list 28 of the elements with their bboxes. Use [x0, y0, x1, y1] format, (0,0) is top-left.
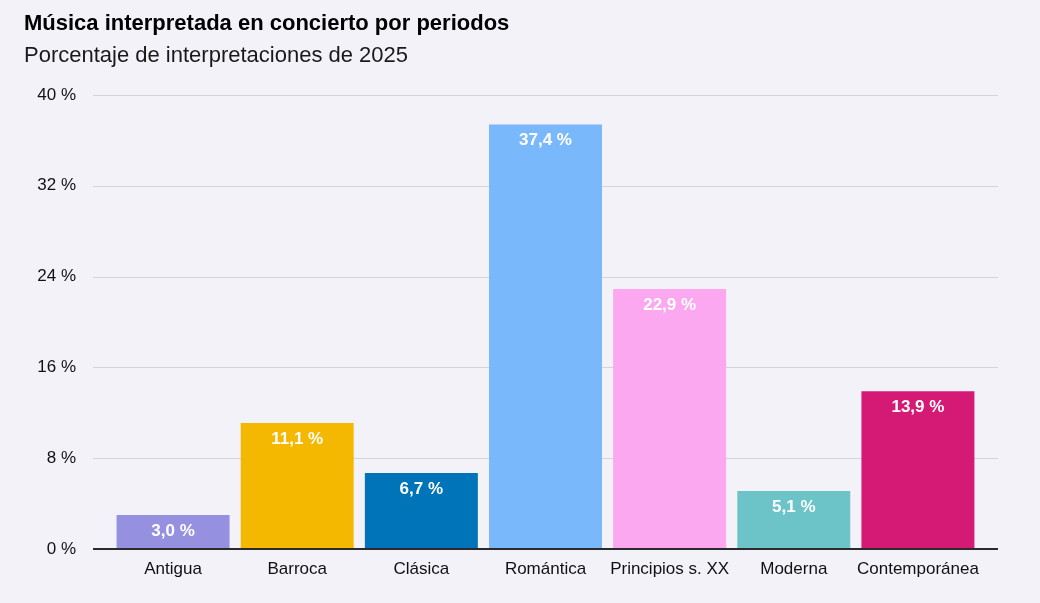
data-label: 11,1 %: [271, 428, 324, 448]
bar: [240, 423, 354, 549]
x-tick-label: Contemporánea: [856, 558, 980, 578]
y-tick-label: 8 %: [46, 447, 76, 467]
data-label: 6,7 %: [399, 478, 444, 498]
bar: [737, 491, 851, 549]
x-tick-label: Principios s. XX: [610, 558, 730, 578]
data-label: 3,0 %: [151, 520, 195, 540]
data-label: 5,1 %: [772, 496, 816, 516]
data-label: 37,4 %: [519, 130, 572, 150]
y-tick-label: 40 %: [37, 84, 76, 104]
bar: [861, 391, 975, 549]
x-tick-label: Romántica: [504, 558, 587, 578]
data-label: 22,9 %: [643, 294, 697, 314]
y-tick-label: 32 %: [37, 175, 76, 195]
data-label: 13,9 %: [891, 396, 945, 416]
x-tick-label: Antigua: [144, 558, 203, 578]
bar: [489, 124, 602, 549]
y-tick-label: 0 %: [46, 538, 76, 558]
y-tick-label: 16 %: [37, 357, 76, 377]
x-tick-label: Clásica: [393, 558, 450, 578]
x-tick-label: Barroca: [267, 558, 328, 578]
chart-subtitle: Porcentaje de interpretaciones de 2025: [24, 42, 409, 68]
chart-title: Música interpretada en concierto por periodos: [24, 10, 510, 36]
y-tick-label: 24 %: [37, 266, 76, 286]
bar: [613, 289, 727, 549]
x-tick-label: Moderna: [760, 558, 828, 578]
bar: [364, 472, 478, 549]
